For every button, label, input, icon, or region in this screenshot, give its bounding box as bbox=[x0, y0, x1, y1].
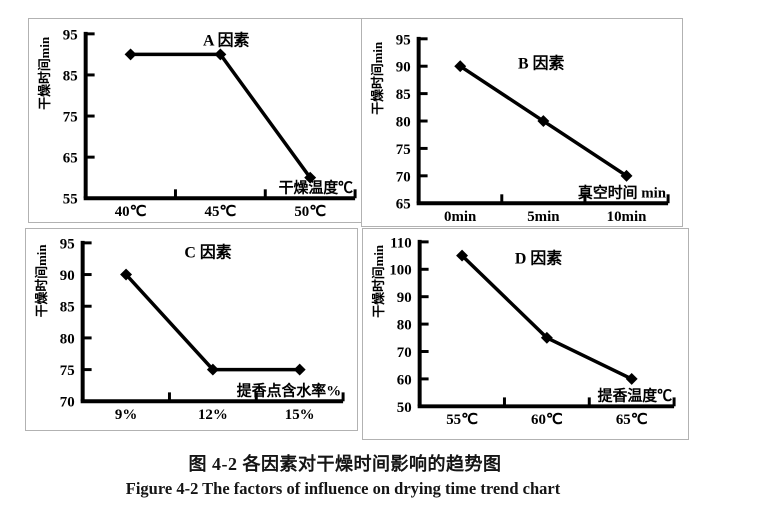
data-point-marker bbox=[120, 268, 133, 281]
chart-panel-factor-c: 95 90 85 80 75 70 9% 12% 15% C 因素 干燥时间min 提香点含水率% bbox=[25, 228, 358, 431]
x-axis-annotation: 干燥温度℃ bbox=[279, 178, 354, 196]
trend-line bbox=[460, 253, 634, 381]
y-tick-label: 85 bbox=[63, 68, 78, 84]
y-tick-label: 85 bbox=[396, 87, 411, 103]
y-tick-label: 50 bbox=[397, 400, 412, 416]
y-tick-label: 75 bbox=[396, 142, 411, 158]
x-tick-label: 50℃ bbox=[294, 204, 326, 220]
data-point-marker bbox=[456, 249, 469, 262]
x-tick-label: 55℃ bbox=[446, 412, 478, 428]
chart-canvas: 110 100 90 80 70 60 50 55℃ 60℃ 65℃ D 因素 干燥时间min 提香温度… bbox=[371, 235, 676, 428]
x-tick-label: 65℃ bbox=[616, 412, 648, 428]
chart-canvas: 95 90 85 80 75 70 9% 12% 15% C 因素 干燥时间min 提香点含水率% bbox=[34, 236, 345, 423]
chart-canvas: 95 85 75 65 55 40℃ 45℃ 50℃ A 因素 干燥时间min 干燥温度℃ bbox=[37, 27, 357, 220]
figure-caption-chinese: 图 4-2 各因素对干燥时间影响的趋势图 bbox=[188, 454, 502, 474]
y-tick-label: 90 bbox=[397, 290, 412, 306]
y-axis-label: 干燥时间min bbox=[34, 244, 49, 317]
x-tick-label: 40℃ bbox=[115, 204, 147, 220]
y-axis-label: 干燥时间min bbox=[370, 42, 385, 115]
x-tick-label: 45℃ bbox=[205, 204, 237, 220]
y-tick-label: 95 bbox=[60, 236, 75, 252]
y-tick-label: 60 bbox=[397, 372, 412, 388]
y-axis-label: 干燥时间min bbox=[371, 245, 386, 318]
data-point-marker bbox=[124, 48, 137, 61]
y-tick-label: 90 bbox=[396, 60, 411, 76]
y-tick-label: 95 bbox=[63, 27, 78, 43]
y-tick-label: 110 bbox=[390, 235, 412, 251]
y-tick-label: 70 bbox=[396, 169, 411, 185]
x-tick-label: 5min bbox=[527, 209, 560, 225]
data-point-marker bbox=[293, 363, 306, 376]
y-tick-label: 70 bbox=[397, 345, 412, 361]
trend-line bbox=[124, 272, 302, 372]
panel-title: A 因素 bbox=[203, 31, 249, 50]
data-point-marker bbox=[454, 60, 467, 73]
x-axis-annotation: 提香温度℃ bbox=[598, 386, 673, 404]
x-tick-label: 0min bbox=[444, 209, 477, 225]
y-tick-label: 100 bbox=[389, 263, 411, 279]
y-tick-label: 55 bbox=[63, 192, 78, 208]
y-tick-label: 75 bbox=[63, 110, 78, 126]
y-tick-label: 80 bbox=[396, 114, 411, 130]
data-point-marker bbox=[620, 169, 633, 182]
y-tick-label: 75 bbox=[60, 363, 75, 379]
chart-panel-factor-b: 95 90 85 80 75 70 65 0min 5min 10min B 因素 干燥时间min 真空… bbox=[361, 18, 683, 227]
y-tick-label: 90 bbox=[60, 268, 75, 284]
x-tick-label: 60℃ bbox=[531, 412, 563, 428]
data-point-marker bbox=[625, 372, 638, 385]
panel-title: D 因素 bbox=[515, 249, 562, 268]
x-tick-label: 9% bbox=[115, 407, 137, 423]
panel-title: B 因素 bbox=[518, 54, 564, 73]
chart-canvas: 95 90 85 80 75 70 65 0min 5min 10min B 因素 干燥时间min 真空… bbox=[370, 32, 670, 225]
chart-panel-factor-d: 110 100 90 80 70 60 50 55℃ 60℃ 65℃ D 因素 干燥时间min 提香温度… bbox=[362, 228, 689, 440]
data-point-marker bbox=[304, 171, 317, 184]
y-tick-label: 65 bbox=[63, 151, 78, 167]
x-tick-label: 12% bbox=[198, 407, 228, 423]
x-axis-annotation: 真空时间 min bbox=[578, 183, 667, 201]
y-tick-label: 70 bbox=[60, 395, 75, 411]
y-tick-label: 85 bbox=[60, 300, 75, 316]
y-axis-label: 干燥时间min bbox=[37, 37, 52, 110]
y-tick-label: 80 bbox=[60, 331, 75, 347]
data-point-marker bbox=[206, 363, 219, 376]
x-axis-annotation: 提香点含水率% bbox=[237, 381, 341, 399]
panel-title: C 因素 bbox=[184, 243, 231, 262]
data-point-marker bbox=[537, 115, 550, 127]
chart-panel-factor-a: 95 85 75 65 55 40℃ 45℃ 50℃ A 因素 干燥时间min 干燥温度℃ bbox=[28, 18, 370, 223]
y-tick-label: 65 bbox=[396, 197, 411, 213]
y-tick-label: 95 bbox=[396, 32, 411, 48]
x-tick-label: 10min bbox=[607, 209, 647, 225]
figure-caption-english: Figure 4-2 The factors of influence on d… bbox=[125, 479, 561, 498]
y-tick-label: 80 bbox=[397, 318, 412, 334]
x-tick-label: 15% bbox=[285, 407, 315, 423]
trend-line bbox=[128, 52, 312, 180]
